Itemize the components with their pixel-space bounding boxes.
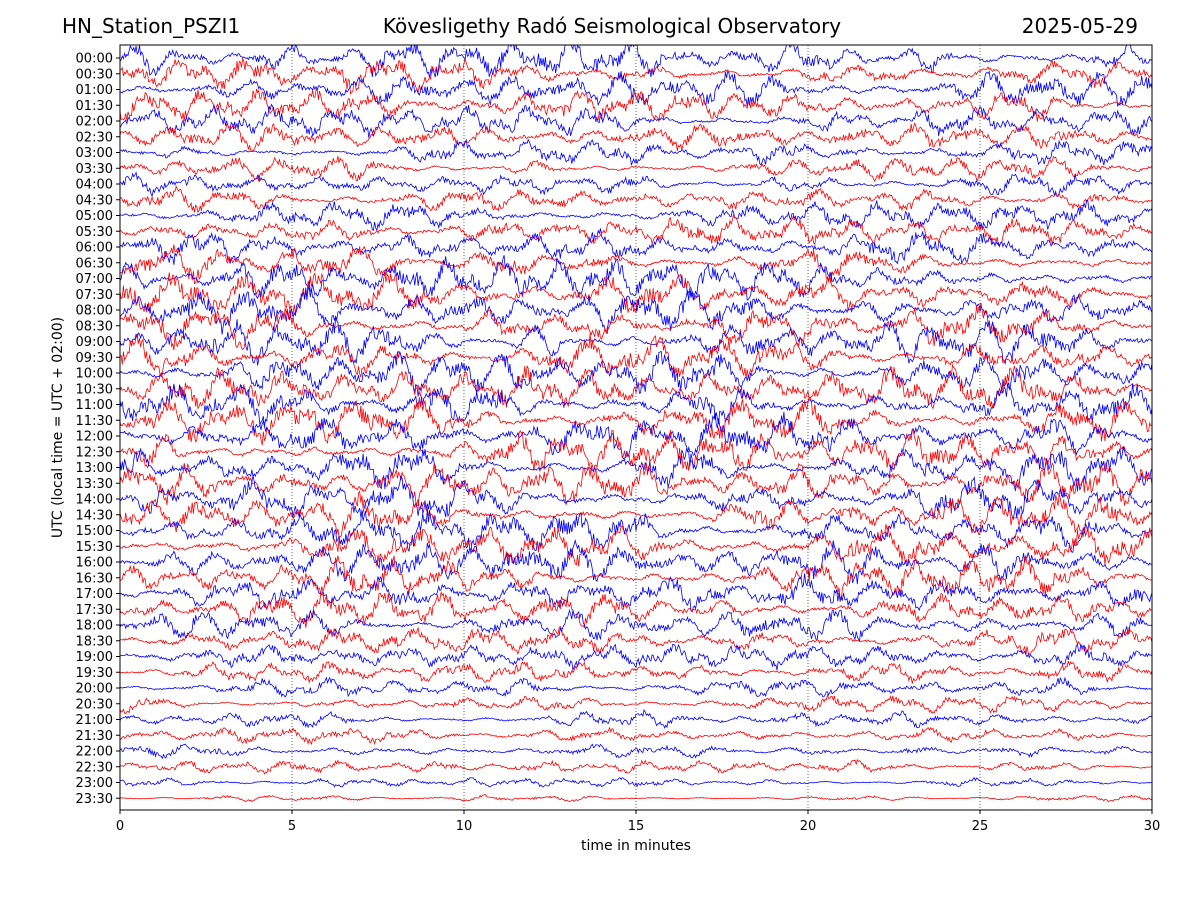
trace-0800 — [120, 287, 1152, 335]
observatory-title: Kövesligethy Radó Seismological Observat… — [382, 14, 842, 38]
y-tick-label: 14:30 — [76, 508, 113, 523]
y-tick-label: 10:00 — [76, 367, 113, 382]
y-tick-label: 19:30 — [76, 666, 113, 681]
y-tick-label: 01:30 — [76, 99, 113, 114]
x-axis: 0 5 10 15 20 25 30 — [116, 810, 1160, 834]
y-tick-label: 14:00 — [76, 493, 113, 508]
y-tick-label: 19:00 — [76, 650, 113, 665]
x-tick-label: 5 — [288, 819, 296, 834]
y-tick-label: 16:00 — [76, 556, 113, 571]
y-tick-label: 04:00 — [76, 178, 113, 193]
trace-1030 — [120, 363, 1152, 410]
y-tick-label: 12:30 — [76, 445, 113, 460]
y-tick-label: 17:00 — [76, 587, 113, 602]
y-tick-label: 07:30 — [76, 288, 113, 303]
y-tick-label: 05:30 — [76, 225, 113, 240]
y-tick-label: 09:00 — [76, 335, 113, 350]
x-tick-label: 25 — [972, 819, 989, 834]
y-tick-label: 18:00 — [76, 619, 113, 634]
y-tick-label: 03:00 — [76, 146, 113, 161]
trace-0930 — [120, 333, 1152, 379]
trace-0130 — [120, 87, 1152, 122]
y-tick-label: 13:30 — [76, 477, 113, 492]
trace-1730 — [120, 590, 1152, 629]
y-tick-label: 12:00 — [76, 430, 113, 445]
y-tick-label: 00:00 — [76, 52, 113, 67]
y-tick-label: 06:00 — [76, 241, 113, 256]
y-tick-label: 18:30 — [76, 634, 113, 649]
y-tick-label: 05:00 — [76, 209, 113, 224]
y-tick-label: 13:00 — [76, 461, 113, 476]
trace-1000 — [120, 350, 1152, 397]
y-tick-label: 07:00 — [76, 272, 113, 287]
y-axis-label: UTC (local time = UTC + 02:00) — [50, 317, 66, 538]
y-tick-label: 02:00 — [76, 115, 113, 130]
y-tick-label: 20:30 — [76, 697, 113, 712]
x-tick-label: 0 — [116, 819, 124, 834]
y-tick-label: 23:00 — [76, 776, 113, 791]
y-tick-label: 23:30 — [76, 792, 113, 807]
y-tick-label: 20:00 — [76, 682, 113, 697]
y-tick-label: 03:30 — [76, 162, 113, 177]
y-axis: 00:0000:3001:0001:3002:0002:3003:0003:30… — [76, 52, 120, 807]
y-tick-label: 08:30 — [76, 319, 113, 334]
station-name: HN_Station_PSZI1 — [62, 14, 241, 38]
plot-date: 2025-05-29 — [1021, 14, 1138, 38]
y-tick-label: 06:30 — [76, 256, 113, 271]
y-tick-label: 15:30 — [76, 540, 113, 555]
x-tick-label: 10 — [456, 819, 473, 834]
y-tick-label: 08:00 — [76, 304, 113, 319]
y-tick-label: 11:30 — [76, 414, 113, 429]
y-tick-label: 21:00 — [76, 713, 113, 728]
y-tick-label: 11:00 — [76, 398, 113, 413]
trace-2100 — [120, 708, 1152, 729]
y-tick-label: 04:30 — [76, 193, 113, 208]
trace-2300 — [120, 777, 1152, 788]
y-tick-label: 15:00 — [76, 524, 113, 539]
grid-lines — [291, 45, 981, 810]
y-tick-label: 00:30 — [76, 67, 113, 82]
y-tick-label: 16:30 — [76, 571, 113, 586]
x-tick-label: 15 — [628, 819, 645, 834]
x-tick-label: 20 — [800, 819, 817, 834]
y-tick-label: 17:30 — [76, 603, 113, 618]
y-tick-label: 01:00 — [76, 83, 113, 98]
x-tick-label: 30 — [1144, 819, 1161, 834]
y-tick-label: 21:30 — [76, 729, 113, 744]
trace-2030 — [120, 693, 1152, 714]
y-tick-label: 22:00 — [76, 745, 113, 760]
y-tick-label: 10:30 — [76, 382, 113, 397]
y-tick-label: 02:30 — [76, 130, 113, 145]
trace-1300 — [120, 446, 1152, 492]
trace-0000 — [120, 45, 1152, 79]
y-tick-label: 09:30 — [76, 351, 113, 366]
trace-1330 — [120, 460, 1152, 506]
seismogram-traces — [120, 45, 1152, 803]
trace-2130 — [120, 726, 1152, 746]
x-axis-label: time in minutes — [581, 838, 691, 854]
y-tick-label: 22:30 — [76, 760, 113, 775]
